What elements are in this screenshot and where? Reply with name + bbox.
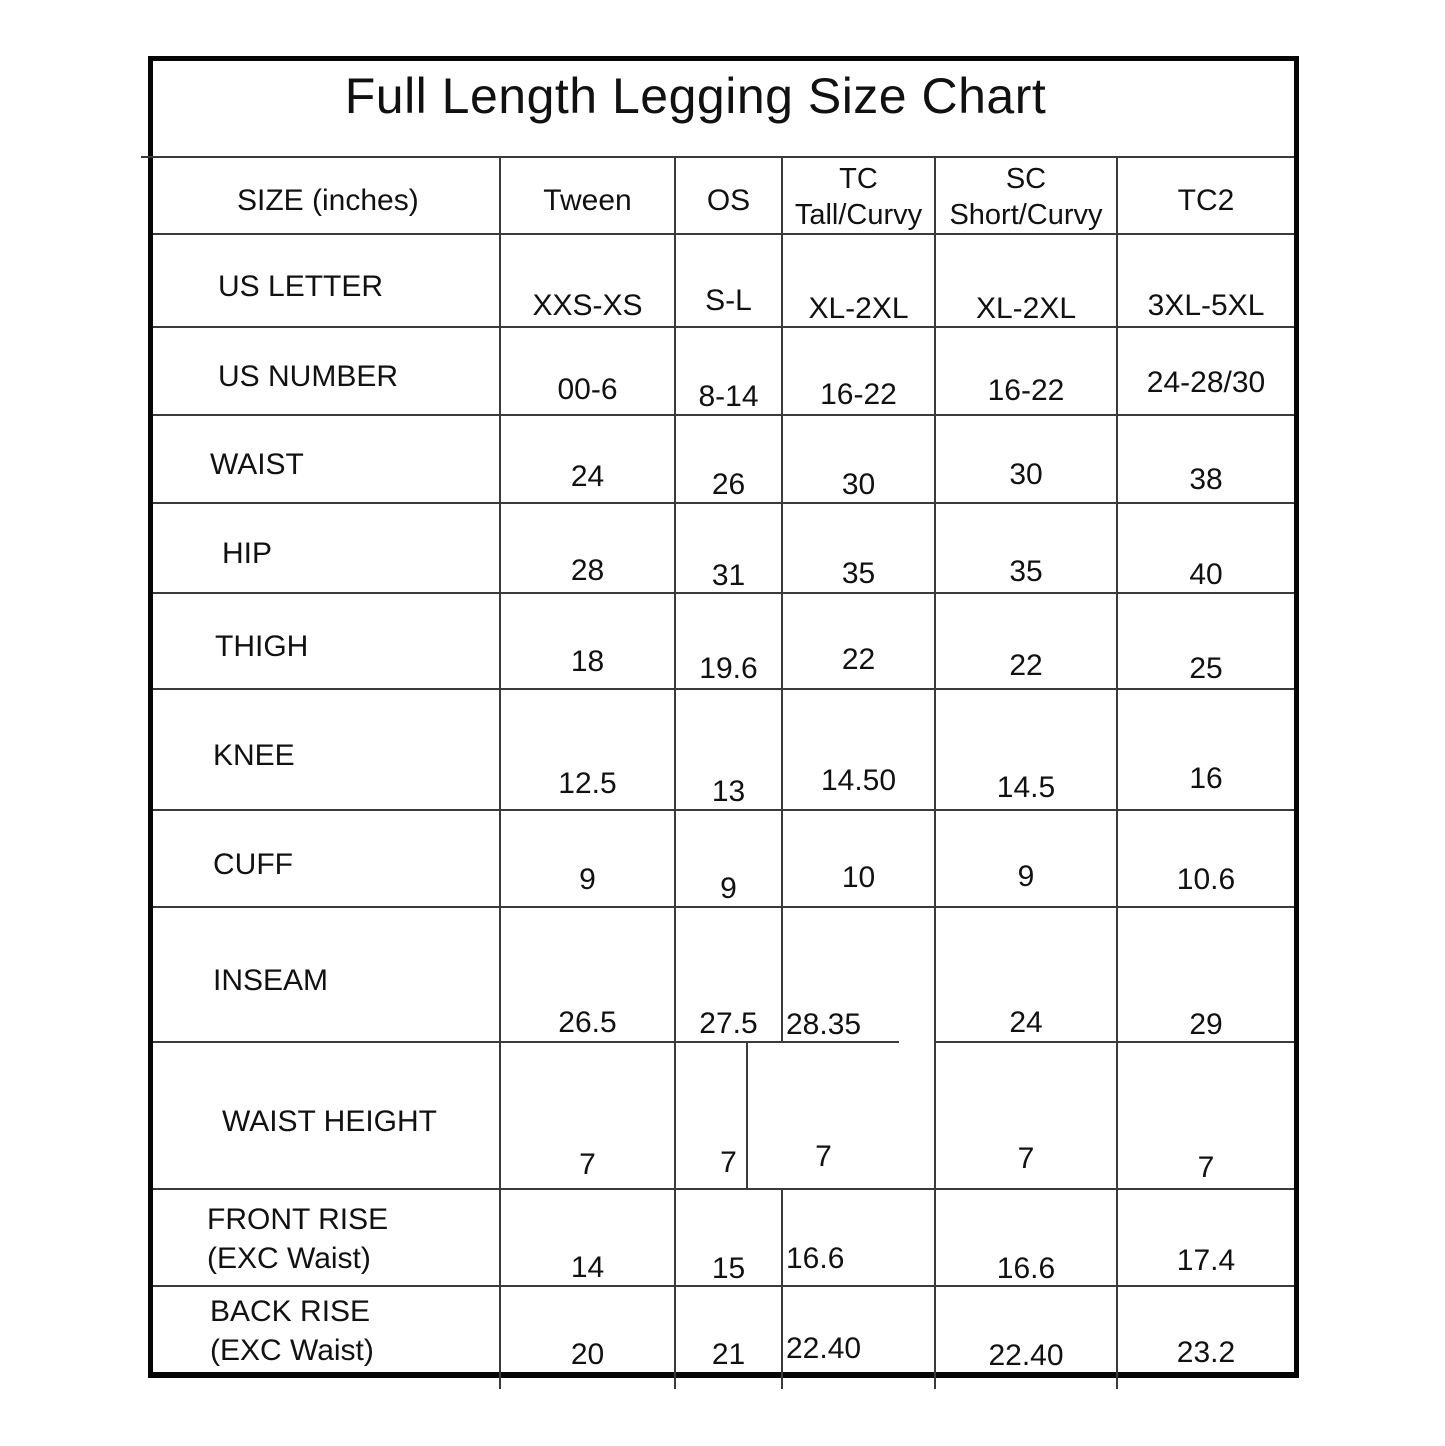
- row-label-thigh: THIGH: [153, 592, 499, 688]
- value-cell: 26: [674, 414, 781, 502]
- value-cell: 15: [674, 1188, 781, 1285]
- value-cell: 22.40: [934, 1285, 1116, 1372]
- column-header-sc: SC Short/Curvy: [934, 156, 1116, 233]
- column-header-os: OS: [674, 156, 781, 233]
- column-header-tc-sub: Tall/Curvy: [794, 198, 923, 231]
- value-cell: 14: [499, 1188, 674, 1285]
- value-cell: 16: [1116, 688, 1294, 809]
- value-cell: 3XL-5XL: [1116, 233, 1294, 326]
- value-cell: 19.6: [674, 592, 781, 688]
- value-cell: 22: [781, 592, 934, 688]
- column-line-stub: [674, 1371, 676, 1389]
- value-cell: 14.5: [934, 688, 1116, 809]
- value-cell: 17.4: [1116, 1188, 1294, 1285]
- column-header-tween: Tween: [499, 156, 674, 233]
- value-cell: 7: [674, 1041, 781, 1188]
- value-cell: 23.2: [1116, 1285, 1294, 1372]
- value-cell: XL-2XL: [781, 233, 934, 326]
- value-cell: 40: [1116, 502, 1294, 592]
- value-cell: S-L: [674, 233, 781, 326]
- column-header-tc: TC Tall/Curvy: [781, 156, 934, 233]
- column-header-tc-abbr: TC: [839, 163, 878, 196]
- column-line-stub: [499, 1371, 501, 1389]
- value-cell: 9: [934, 809, 1116, 906]
- value-cell: 16.6: [781, 1188, 934, 1285]
- value-cell: 16-22: [781, 326, 934, 414]
- header-line-overshoot: [141, 156, 153, 158]
- value-cell: 8-14: [674, 326, 781, 414]
- value-cell: 26.5: [499, 906, 674, 1041]
- value-cell: XL-2XL: [934, 233, 1116, 326]
- row-label-waist: WAIST: [153, 414, 499, 502]
- row-label-front-rise-line1: FRONT RISE: [207, 1202, 389, 1236]
- row-label-hip: HIP: [153, 502, 499, 592]
- value-cell: 30: [781, 414, 934, 502]
- column-line-stub: [781, 1371, 783, 1389]
- value-cell: 12.5: [499, 688, 674, 809]
- value-cell: 20: [499, 1285, 674, 1372]
- value-cell: 27.5: [674, 906, 781, 1041]
- value-cell: 9: [499, 809, 674, 906]
- column-line-stub: [1116, 1371, 1118, 1389]
- value-cell: 16-22: [934, 326, 1116, 414]
- column-header-tc2: TC2: [1116, 156, 1294, 233]
- value-cell: 35: [781, 502, 934, 592]
- chart-title: Full Length Legging Size Chart: [344, 68, 1047, 124]
- value-cell: 16.6: [934, 1188, 1116, 1285]
- value-cell: 25: [1116, 592, 1294, 688]
- row-label-cuff: CUFF: [153, 809, 499, 906]
- value-cell: 7: [1116, 1041, 1294, 1188]
- value-cell: 21: [674, 1285, 781, 1372]
- value-cell: XXS-XS: [499, 233, 674, 326]
- row-label-waist-height: WAIST HEIGHT: [153, 1041, 499, 1188]
- value-cell: 35: [934, 502, 1116, 592]
- row-label-back-rise-line2: (EXC Waist): [210, 1333, 374, 1367]
- value-cell: 13: [674, 688, 781, 809]
- value-cell: 22.40: [781, 1285, 934, 1372]
- row-label-front-rise-line2: (EXC Waist): [207, 1241, 371, 1275]
- row-label-back-rise-line1: BACK RISE: [210, 1294, 371, 1328]
- column-header-size: SIZE (inches): [153, 156, 499, 233]
- value-cell: 10.6: [1116, 809, 1294, 906]
- row-label-back-rise: BACK RISE (EXC Waist): [153, 1285, 499, 1372]
- row-label-front-rise: FRONT RISE (EXC Waist): [153, 1188, 499, 1285]
- column-header-sc-abbr: SC: [1005, 163, 1047, 196]
- column-line-stub: [934, 1371, 936, 1389]
- value-cell: 9: [674, 809, 781, 906]
- value-cell: 29: [1116, 906, 1294, 1041]
- column-header-sc-sub: Short/Curvy: [949, 198, 1103, 231]
- value-cell: 7: [499, 1041, 674, 1188]
- value-cell: 31: [674, 502, 781, 592]
- value-cell: 38: [1116, 414, 1294, 502]
- value-cell: 00-6: [499, 326, 674, 414]
- value-cell: 14.50: [781, 688, 934, 809]
- value-cell: 24-28/30: [1116, 326, 1294, 414]
- size-chart-table: Full Length Legging Size Chart SIZE (inc…: [141, 56, 1299, 1389]
- value-cell: 7: [746, 1041, 899, 1188]
- value-cell: 7: [934, 1041, 1116, 1188]
- row-label-inseam: INSEAM: [153, 906, 499, 1041]
- value-cell: 28: [499, 502, 674, 592]
- row-label-knee: KNEE: [153, 688, 499, 809]
- value-cell: 28.35: [781, 906, 934, 1041]
- value-cell: 10: [781, 809, 934, 906]
- row-label-us-number: US NUMBER: [153, 326, 499, 414]
- value-cell: 22: [934, 592, 1116, 688]
- value-cell: 30: [934, 414, 1116, 502]
- value-cell: 24: [934, 906, 1116, 1041]
- value-cell: 24: [499, 414, 674, 502]
- value-cell: 18: [499, 592, 674, 688]
- row-label-us-letter: US LETTER: [153, 233, 499, 326]
